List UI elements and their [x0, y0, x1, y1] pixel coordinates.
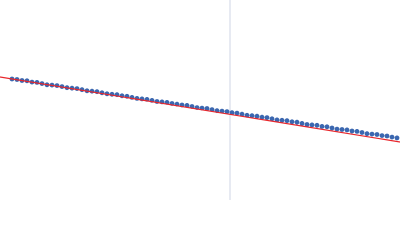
- data-point: [349, 128, 355, 134]
- data-point: [344, 127, 350, 133]
- data-point: [304, 122, 310, 127]
- data-point: [259, 114, 265, 120]
- data-point: [339, 127, 345, 132]
- data-point: [224, 109, 230, 114]
- fit-line: [0, 76, 400, 143]
- data-point: [394, 135, 400, 141]
- data-point: [239, 111, 245, 117]
- data-point: [249, 113, 255, 119]
- data-point: [294, 119, 300, 125]
- data-point: [389, 134, 395, 140]
- data-point: [364, 131, 370, 137]
- data-point: [269, 116, 275, 122]
- data-point: [234, 110, 240, 116]
- data-point: [314, 122, 320, 128]
- data-point: [359, 130, 365, 135]
- data-point: [309, 122, 315, 128]
- data-point: [204, 106, 210, 111]
- data-point: [264, 115, 270, 120]
- data-point: [279, 117, 285, 123]
- data-point: [324, 124, 330, 130]
- data-point: [274, 117, 280, 123]
- data-point: [299, 121, 305, 126]
- data-point: [379, 133, 385, 139]
- chart: [0, 0, 400, 200]
- data-point: [329, 125, 335, 131]
- data-point: [284, 118, 290, 124]
- data-point: [354, 129, 360, 134]
- data-point: [374, 132, 380, 137]
- data-point: [369, 131, 375, 137]
- data-point: [319, 124, 325, 129]
- data-point: [334, 126, 340, 132]
- data-point: [289, 119, 295, 125]
- data-point: [254, 113, 260, 119]
- data-point: [384, 133, 390, 139]
